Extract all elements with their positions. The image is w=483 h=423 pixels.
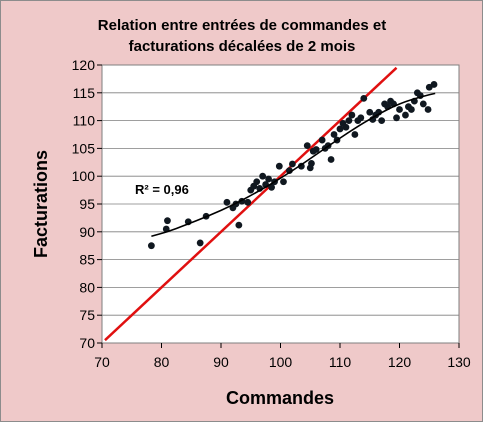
data-point <box>419 100 427 108</box>
data-point <box>402 111 409 119</box>
data-point <box>312 146 320 153</box>
data-point <box>366 108 374 116</box>
y-tick-label: 90 <box>79 224 95 240</box>
data-point <box>408 106 415 113</box>
y-tick-label: 100 <box>72 168 96 184</box>
chart-title-line-2: facturations décalées de 2 mois <box>129 38 356 55</box>
data-point <box>280 178 287 186</box>
data-point <box>265 175 272 183</box>
data-point <box>164 217 171 225</box>
x-tick-label: 90 <box>213 354 229 370</box>
data-point <box>393 114 400 122</box>
data-point <box>253 178 261 186</box>
grid-lines <box>97 64 460 348</box>
data-points <box>147 81 438 250</box>
data-point <box>275 162 283 170</box>
data-point <box>378 117 386 124</box>
data-point <box>357 114 365 122</box>
data-point <box>396 106 403 113</box>
data-point <box>348 111 356 119</box>
data-point <box>330 131 338 138</box>
y-tick-label: 120 <box>72 57 96 73</box>
x-tick-label: 70 <box>94 354 110 370</box>
data-point <box>196 239 204 247</box>
y-axis-title: Facturations <box>31 150 51 258</box>
data-point <box>327 156 335 163</box>
chart-title-line-1: Relation entre entrées de commandes et <box>98 17 386 34</box>
x-axis-title: Commandes <box>226 388 334 408</box>
data-point <box>318 136 326 144</box>
y-tick-label: 85 <box>79 252 95 268</box>
data-point <box>303 142 311 150</box>
y-tick-label: 75 <box>79 307 95 323</box>
y-tick-label: 80 <box>79 279 95 295</box>
y-axis-tick-labels: 70 75 80 85 90 95 100 105 110 115 120 <box>72 57 96 351</box>
r-squared-label: R² = 0,96 <box>135 182 189 197</box>
data-point <box>336 125 344 133</box>
data-point <box>308 160 315 167</box>
data-point <box>289 160 296 168</box>
data-point <box>342 123 350 131</box>
data-point <box>424 106 432 113</box>
y-tick-label: 110 <box>73 113 96 129</box>
data-point <box>244 198 252 206</box>
trend-curve <box>151 92 436 238</box>
data-point <box>259 172 267 180</box>
x-tick-label: 100 <box>269 354 293 370</box>
x-tick-label: 110 <box>329 354 352 370</box>
data-point <box>360 94 368 102</box>
y-tick-label: 70 <box>79 335 95 351</box>
y-tick-label: 105 <box>72 140 96 156</box>
data-point <box>268 183 275 191</box>
y-tick-label: 95 <box>79 196 95 212</box>
x-tick-label: 130 <box>447 354 471 370</box>
y-tick-label: 115 <box>73 85 96 101</box>
data-point <box>235 221 243 229</box>
data-point <box>223 198 231 206</box>
data-point <box>147 242 155 250</box>
data-point <box>345 117 353 124</box>
data-point <box>351 131 359 138</box>
data-point <box>430 81 438 88</box>
x-axis-tick-labels: 70 80 90 100 110 120 130 <box>94 354 471 370</box>
identity-line <box>104 66 398 342</box>
x-tick-label: 120 <box>388 354 412 370</box>
x-tick-label: 80 <box>154 354 170 370</box>
